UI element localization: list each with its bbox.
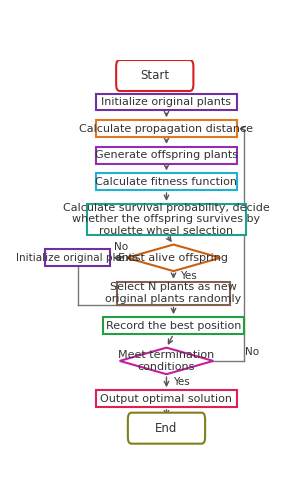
Text: No: No [114, 242, 128, 252]
FancyBboxPatch shape [96, 390, 237, 407]
Text: Calculate survival probability, decide
whether the offspring survives by
roulett: Calculate survival probability, decide w… [63, 202, 270, 236]
FancyBboxPatch shape [96, 146, 237, 164]
FancyBboxPatch shape [96, 94, 237, 110]
Text: Yes: Yes [181, 272, 197, 281]
Polygon shape [127, 244, 220, 271]
FancyBboxPatch shape [117, 282, 230, 304]
Text: Record the best position: Record the best position [106, 320, 241, 330]
Text: End: End [155, 422, 178, 434]
Text: Initialize original plants: Initialize original plants [17, 253, 139, 263]
Text: Calculate fitness function: Calculate fitness function [95, 176, 237, 186]
Text: Initialize original plants: Initialize original plants [101, 97, 231, 107]
FancyBboxPatch shape [96, 120, 237, 137]
Text: Generate offspring plants: Generate offspring plants [95, 150, 238, 160]
FancyBboxPatch shape [103, 317, 244, 334]
Text: Meet termination
conditions: Meet termination conditions [118, 350, 215, 372]
Text: Output optimal solution: Output optimal solution [101, 394, 233, 404]
Text: No: No [245, 348, 259, 358]
Polygon shape [120, 348, 213, 374]
Text: Yes: Yes [174, 377, 190, 387]
FancyBboxPatch shape [116, 60, 193, 91]
FancyBboxPatch shape [96, 174, 237, 190]
Text: Exist alive offspring: Exist alive offspring [118, 253, 229, 263]
FancyBboxPatch shape [45, 250, 110, 266]
FancyBboxPatch shape [128, 412, 205, 444]
FancyBboxPatch shape [87, 204, 246, 235]
Text: Start: Start [140, 69, 169, 82]
Text: Select N plants as new
original plants randomly: Select N plants as new original plants r… [105, 282, 242, 304]
Text: Calculate propagation distance: Calculate propagation distance [79, 124, 253, 134]
